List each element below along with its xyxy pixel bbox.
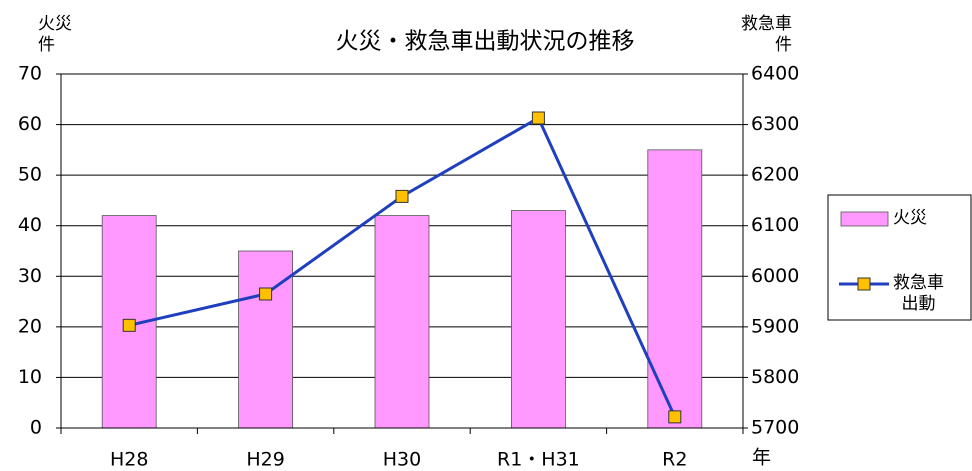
bar xyxy=(238,250,294,429)
y2-tick-label: 6300 xyxy=(751,113,799,135)
y-tick-label: 20 xyxy=(18,315,42,337)
marker xyxy=(259,287,273,301)
chart-title: 火災・救急車出動状況の推移 xyxy=(336,29,635,55)
marker xyxy=(122,318,136,332)
x-tick-label: R2 xyxy=(662,449,687,471)
y2-tick-label: 5900 xyxy=(751,315,799,337)
y-tick-label: 50 xyxy=(18,164,42,186)
y2-tick-label: 6100 xyxy=(751,214,799,236)
bar xyxy=(647,149,703,429)
y2-tick-label: 6200 xyxy=(751,164,799,186)
y-tick-label: 60 xyxy=(18,113,42,135)
bar xyxy=(510,210,566,429)
legend-swatch xyxy=(857,277,871,291)
y-axis-title: 火災 件 xyxy=(38,14,72,55)
y2-axis-title: 救急車 件 xyxy=(741,14,792,55)
y2-tick-label: 6400 xyxy=(751,63,799,85)
x-tick-label: H28 xyxy=(110,449,148,471)
y2-tick-label: 5800 xyxy=(751,366,799,388)
x-axis-title: 年 xyxy=(752,447,771,469)
x-tick-label: R1・H31 xyxy=(497,449,580,471)
marker xyxy=(531,111,545,125)
y-tick-label: 0 xyxy=(30,417,42,439)
x-tick-label: H29 xyxy=(246,449,284,471)
y-tick-label: 30 xyxy=(18,265,42,287)
y2-tick-label: 6000 xyxy=(751,265,799,287)
y-tick-label: 70 xyxy=(18,63,42,85)
y-tick-label: 40 xyxy=(18,214,42,236)
bar xyxy=(374,215,430,429)
legend-swatch xyxy=(840,211,889,227)
y2-tick-label: 5700 xyxy=(751,417,799,439)
y-tick-label: 10 xyxy=(18,366,42,388)
legend-label: 救急車 出動 xyxy=(893,273,944,314)
marker xyxy=(668,410,682,424)
legend-label: 火災 xyxy=(893,208,927,228)
marker xyxy=(395,189,409,203)
x-tick-label: H30 xyxy=(383,449,421,471)
